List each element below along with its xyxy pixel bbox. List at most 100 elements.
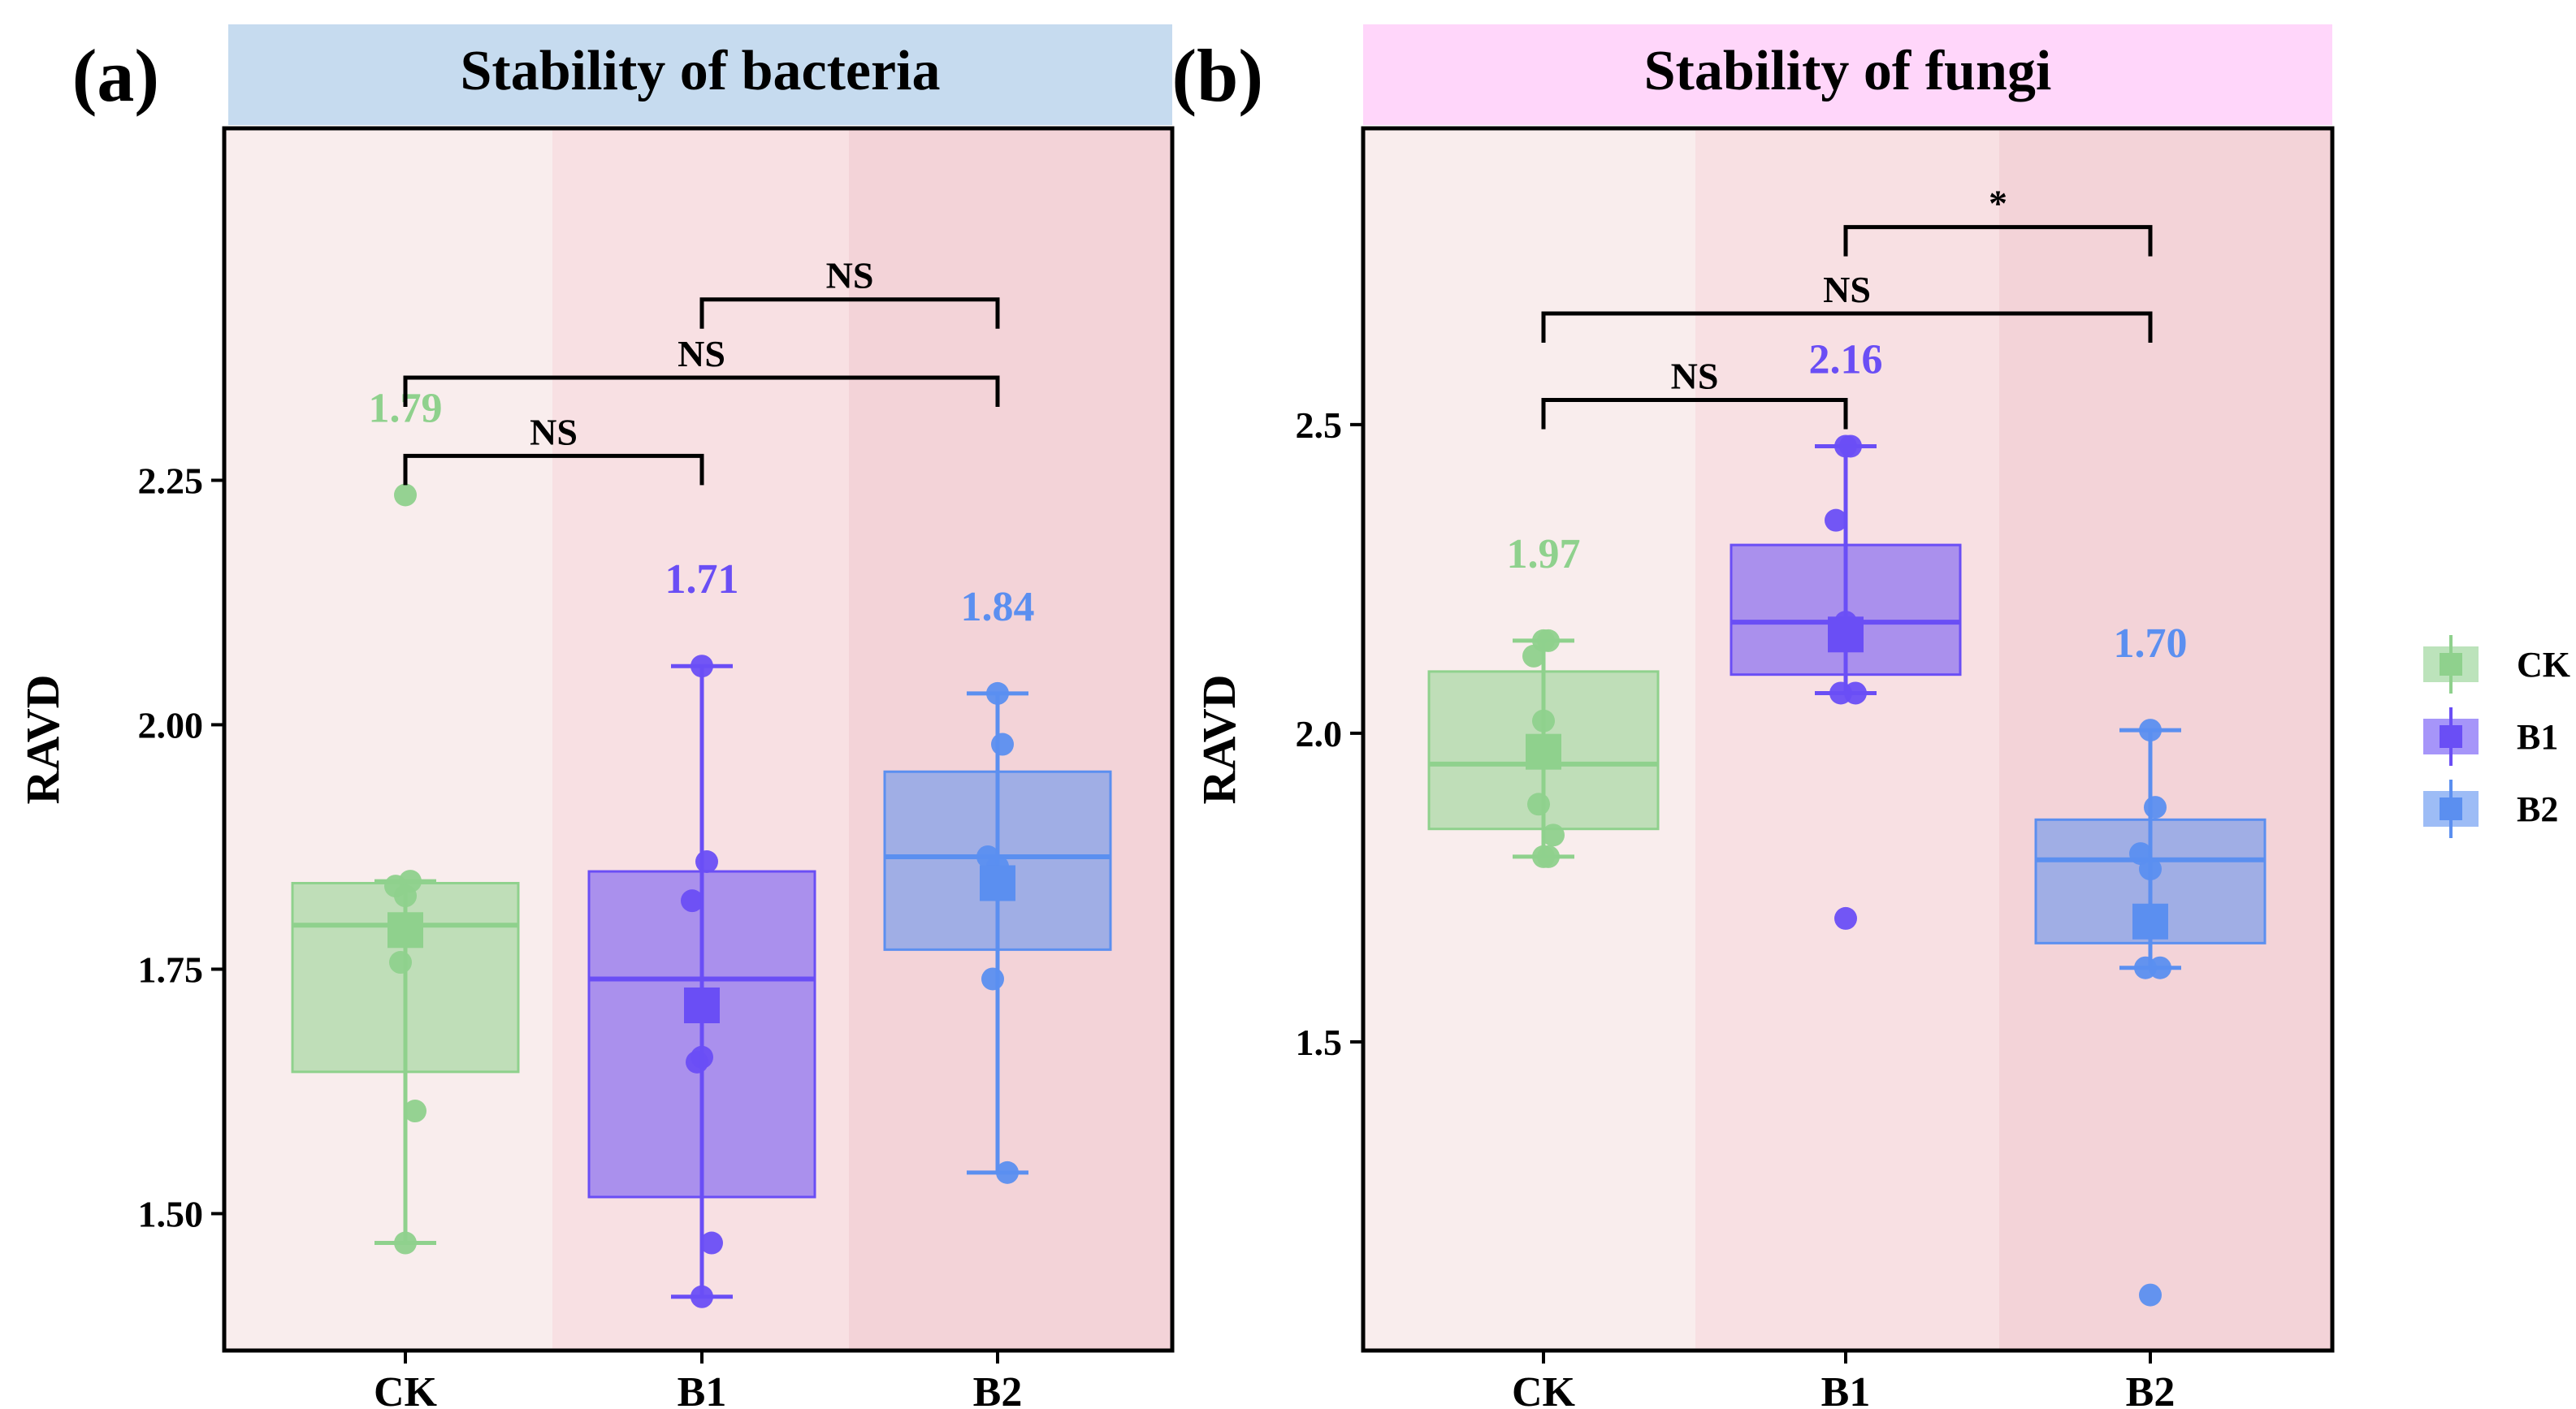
mean-label: 1.84 xyxy=(961,584,1035,630)
significance-label: NS xyxy=(1823,269,1871,310)
mean-marker xyxy=(980,865,1015,901)
data-point xyxy=(2144,796,2167,819)
x-tick-label: CK xyxy=(1512,1369,1576,1409)
data-point xyxy=(404,1100,426,1123)
data-point xyxy=(986,681,1009,705)
title-bar xyxy=(1363,24,2332,125)
mean-label: 1.71 xyxy=(665,556,739,603)
data-point xyxy=(2149,956,2171,979)
data-point xyxy=(1522,644,1545,668)
box-group-b1: 2.16 xyxy=(1730,336,1962,930)
mean-label: 2.16 xyxy=(1809,336,1883,383)
data-point xyxy=(681,889,704,913)
data-point xyxy=(991,733,1014,756)
significance-label: * xyxy=(1989,183,2007,224)
y-tick-label: 2.0 xyxy=(1296,713,1343,754)
background-band-b2 xyxy=(1999,128,2332,1351)
data-point xyxy=(996,1160,1019,1184)
x-tick-label: B1 xyxy=(1821,1369,1871,1409)
mean-marker xyxy=(387,912,423,949)
title-bar xyxy=(228,24,1172,125)
box-group-ck: 1.79 xyxy=(291,386,520,1255)
data-point xyxy=(695,850,718,873)
outlier-point xyxy=(2139,1283,2162,1307)
panel-label: (a) xyxy=(72,34,159,117)
legend-label: B2 xyxy=(2517,789,2558,829)
box-group-b2: 1.70 xyxy=(2034,620,2266,1307)
legend-item-ck: CK xyxy=(2423,635,2570,694)
mean-marker xyxy=(684,987,720,1023)
legend-item-b2: B2 xyxy=(2423,780,2558,838)
y-tick-label: 2.25 xyxy=(138,460,204,501)
data-point xyxy=(691,1285,713,1308)
data-point xyxy=(1839,434,1862,458)
x-tick-label: B2 xyxy=(2126,1369,2176,1409)
x-tick-label: CK xyxy=(374,1369,438,1409)
data-point xyxy=(1537,845,1560,868)
y-tick-label: 1.75 xyxy=(138,949,204,990)
x-tick-label: B1 xyxy=(678,1369,727,1409)
significance-label: NS xyxy=(1671,355,1719,396)
mean-marker xyxy=(1828,616,1864,653)
significance-bracket xyxy=(403,375,1000,408)
data-point xyxy=(981,967,1004,991)
box-iqr xyxy=(291,881,520,1074)
box-group-b1: 1.71 xyxy=(587,556,816,1308)
plot-frame xyxy=(222,126,1175,1353)
data-point xyxy=(2139,719,2162,742)
box-group-ck: 1.97 xyxy=(1427,531,1660,868)
significance-label: NS xyxy=(678,333,725,374)
significance-label: NS xyxy=(530,411,578,452)
background-band-b1 xyxy=(1695,128,1999,1351)
significance-bracket xyxy=(1843,225,2153,257)
data-point xyxy=(394,1231,417,1255)
data-point xyxy=(394,884,417,908)
significance-bracket xyxy=(403,453,704,486)
legend-label: B1 xyxy=(2517,717,2558,757)
box-iqr xyxy=(587,870,816,1199)
box-iqr xyxy=(1730,543,1962,676)
outlier-point xyxy=(394,483,417,507)
significance-bracket xyxy=(1541,397,1848,430)
x-tick-label: B2 xyxy=(973,1369,1023,1409)
box-group-b2: 1.84 xyxy=(883,584,1112,1184)
data-point xyxy=(1825,508,1847,532)
y-tick-label: 2.5 xyxy=(1296,404,1343,446)
mean-label: 1.97 xyxy=(1507,531,1581,577)
legend-mean-marker xyxy=(2440,653,2462,676)
legend-mean-marker xyxy=(2440,725,2462,748)
legend-item-b1: B1 xyxy=(2423,707,2558,766)
panel-b: Stability of fungi (b) 1.5 2.0 2.5 RAVD 1.97 2.… xyxy=(1172,24,2335,1409)
outlier-point xyxy=(1834,906,1857,930)
data-point xyxy=(2139,858,2162,881)
panel-label: (b) xyxy=(1172,34,1263,117)
chart-title: Stability of fungi xyxy=(1644,40,2052,102)
y-tick-label: 1.5 xyxy=(1296,1022,1343,1063)
panel-a: Stability of bacteria (a) 1.50 1.75 2.00 2.25… xyxy=(16,24,1175,1409)
y-tick-label: 2.00 xyxy=(138,704,204,746)
significance-bracket xyxy=(699,297,1000,329)
y-tick-label: 1.50 xyxy=(138,1193,204,1234)
data-point xyxy=(686,1050,708,1074)
chart-title: Stability of bacteria xyxy=(460,40,940,102)
data-point xyxy=(1527,793,1550,816)
data-point xyxy=(691,655,713,678)
significance-bracket xyxy=(1541,311,2153,344)
y-axis-label: RAVD xyxy=(16,674,69,804)
data-point xyxy=(1844,681,1867,705)
mean-label: 1.70 xyxy=(2114,620,2188,667)
mean-marker xyxy=(2132,903,2168,940)
data-point xyxy=(700,1231,723,1255)
y-axis-label: RAVD xyxy=(1193,674,1245,804)
background-band-ck xyxy=(224,128,552,1351)
data-point xyxy=(1532,709,1555,733)
legend-label: CK xyxy=(2517,645,2570,685)
mean-marker xyxy=(1526,733,1561,770)
plot-frame xyxy=(1361,126,2335,1353)
data-point xyxy=(1537,629,1560,652)
data-point xyxy=(1542,823,1565,847)
legend-mean-marker xyxy=(2440,797,2462,820)
legend: CK B1 B2 xyxy=(2423,635,2570,838)
data-point xyxy=(389,951,412,975)
